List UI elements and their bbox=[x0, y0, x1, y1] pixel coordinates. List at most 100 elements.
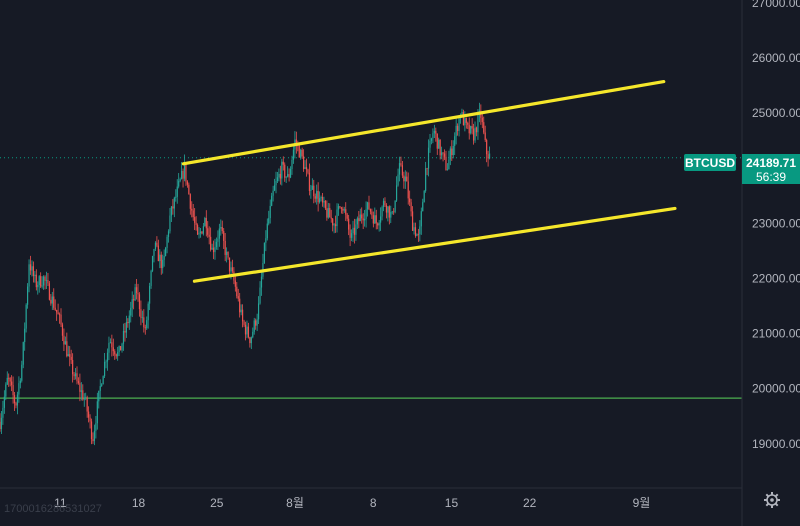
candle-body bbox=[192, 210, 194, 218]
candle-body bbox=[102, 376, 104, 385]
candle-body bbox=[239, 298, 241, 313]
candle-body bbox=[240, 309, 242, 313]
candle-body bbox=[303, 156, 305, 169]
candle-body bbox=[404, 176, 406, 182]
candle-body bbox=[337, 206, 340, 210]
candle-body bbox=[348, 218, 350, 230]
candle-body bbox=[207, 228, 209, 235]
candle-body bbox=[314, 196, 316, 199]
candle-body bbox=[470, 126, 472, 134]
candle-body bbox=[397, 174, 399, 186]
candle-body bbox=[266, 223, 268, 239]
candle-body bbox=[15, 403, 17, 406]
candle-body bbox=[53, 296, 55, 308]
candle-body bbox=[210, 236, 212, 250]
candle-body bbox=[298, 145, 300, 158]
candle-body bbox=[236, 286, 238, 297]
candle-body bbox=[85, 397, 87, 399]
price-tick-label: 22000.00 bbox=[752, 271, 800, 285]
candle-body bbox=[227, 251, 229, 258]
candle-body bbox=[268, 218, 270, 224]
candle-body bbox=[458, 117, 460, 131]
last-price-badge[interactable]: BTCUSD 24189.71 56:39 bbox=[684, 154, 800, 184]
channel-lines[interactable] bbox=[181, 80, 677, 283]
time-tick-label: 9월 bbox=[633, 496, 651, 510]
candle-body bbox=[147, 303, 149, 321]
candle-body bbox=[72, 360, 74, 375]
candle-body bbox=[114, 351, 116, 355]
candles bbox=[0, 102, 491, 446]
candle-body bbox=[381, 207, 383, 217]
candle-body bbox=[21, 364, 23, 381]
candle-body bbox=[442, 152, 444, 154]
candle-body bbox=[165, 247, 167, 257]
candle-body bbox=[162, 259, 164, 269]
candle-body bbox=[364, 218, 366, 221]
candle-body bbox=[98, 390, 100, 402]
candle-body bbox=[143, 317, 145, 328]
candle-body bbox=[163, 256, 165, 260]
candle-body bbox=[311, 185, 313, 190]
candle-body bbox=[45, 280, 48, 281]
plot-area[interactable] bbox=[0, 80, 742, 446]
candle-body bbox=[199, 231, 202, 234]
candle-body bbox=[228, 257, 231, 272]
candle-body bbox=[66, 341, 68, 357]
candle-body bbox=[275, 180, 277, 186]
candle-body bbox=[92, 439, 94, 442]
candle-body bbox=[191, 208, 193, 211]
candle-body bbox=[18, 383, 20, 395]
candle-body bbox=[34, 274, 36, 277]
channel-trend-line[interactable] bbox=[192, 206, 677, 283]
candle-body bbox=[462, 112, 465, 126]
candle-body bbox=[103, 361, 106, 377]
candle-body bbox=[194, 217, 196, 223]
candle-body bbox=[387, 206, 389, 213]
candle-body bbox=[250, 337, 252, 344]
candle-body bbox=[388, 206, 390, 218]
candle-body bbox=[435, 130, 437, 134]
candle-body bbox=[279, 173, 281, 179]
gear-icon[interactable] bbox=[764, 492, 780, 508]
candle-body bbox=[295, 139, 297, 145]
candle-body bbox=[318, 198, 321, 203]
time-tick-label: 25 bbox=[210, 496, 224, 510]
candle-body bbox=[242, 309, 244, 322]
candle-body bbox=[382, 200, 385, 208]
candle-body bbox=[27, 286, 29, 305]
candle-body bbox=[483, 122, 485, 133]
candle-body bbox=[384, 200, 386, 206]
candle-body bbox=[50, 299, 52, 304]
candle-body bbox=[366, 202, 369, 210]
candle-body bbox=[410, 202, 412, 212]
candle-body bbox=[47, 280, 49, 284]
candle-body bbox=[0, 421, 1, 429]
candle-body bbox=[157, 245, 159, 262]
candle-body bbox=[285, 176, 287, 178]
candle-body bbox=[417, 234, 419, 235]
candle-body bbox=[56, 309, 58, 313]
candle-body bbox=[3, 396, 5, 408]
candle-body bbox=[443, 153, 446, 157]
channel-trend-line[interactable] bbox=[181, 80, 666, 166]
price-tick-label: 20000.00 bbox=[752, 382, 800, 396]
candle-body bbox=[230, 267, 232, 272]
candle-body bbox=[247, 326, 250, 338]
candle-body bbox=[359, 214, 361, 222]
candle-body bbox=[400, 163, 402, 166]
candle-body bbox=[106, 352, 109, 362]
candle-body bbox=[432, 133, 434, 139]
candle-body bbox=[150, 270, 152, 286]
candle-body bbox=[40, 276, 42, 287]
candle-body bbox=[214, 246, 216, 253]
candle-body bbox=[369, 209, 372, 212]
candle-body bbox=[445, 156, 447, 170]
candle-body bbox=[372, 215, 374, 224]
candle-body bbox=[24, 328, 26, 343]
candle-body bbox=[317, 190, 319, 203]
candle-body bbox=[300, 149, 302, 158]
time-axis[interactable]: 11 18 25 8월 8 15 22 9월 bbox=[54, 496, 650, 510]
candle-body bbox=[64, 341, 66, 345]
